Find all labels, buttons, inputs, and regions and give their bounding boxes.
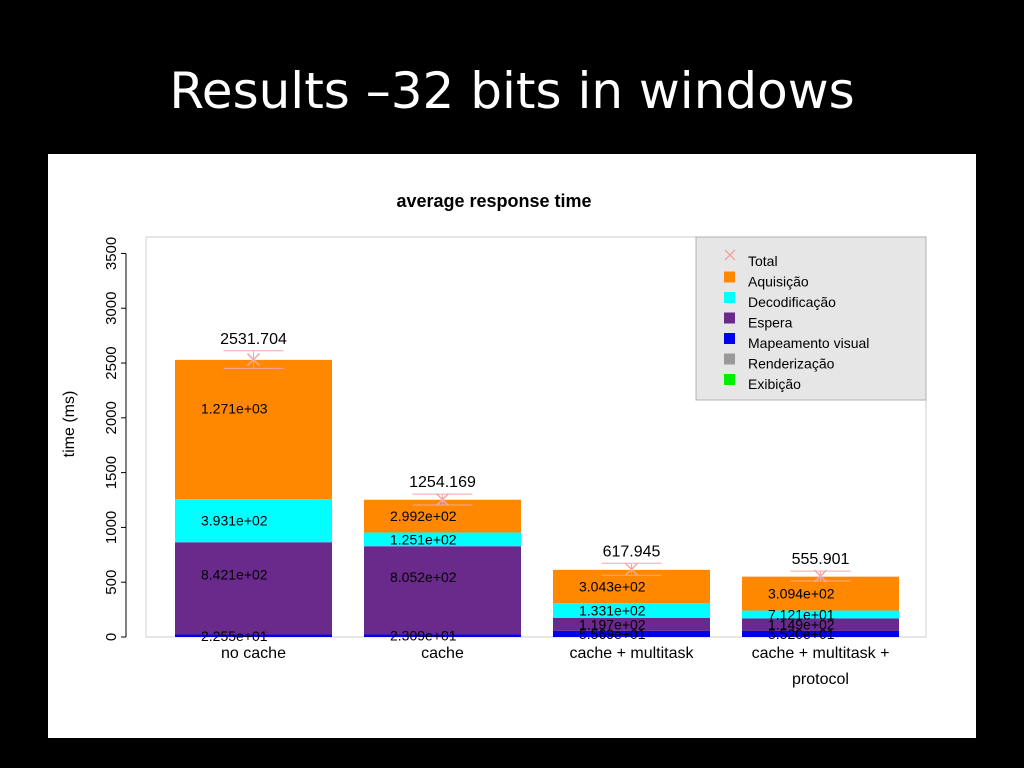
segment-label: 5.520e+01 [768,626,835,642]
legend-label: Exibição [748,376,801,392]
segment-label: 1.251e+02 [390,531,457,547]
bar-segment [175,542,332,635]
bar-segment [742,630,899,637]
legend-label: Decodificação [748,294,836,310]
y-tick-label: 2000 [103,401,120,434]
legend-label: Total [748,253,778,269]
chart-panel: average response time time (ms) 0 500 1000… [48,154,976,738]
segment-label: 1.331e+02 [579,602,646,618]
segment-label: 2.309e+01 [390,628,457,644]
legend-total-marker [724,249,736,261]
total-marker [435,493,450,507]
y-tick-label: 1000 [103,511,120,544]
total-label: 2531.704 [220,331,287,348]
total-markers: 2531.704 1254.169 617.945 555.901 [220,331,851,583]
bar-segment [553,617,710,631]
total-marker [246,353,261,367]
bar-segment [364,634,521,637]
segment-label: 3.043e+02 [579,579,646,595]
legend-label: Espera [748,315,793,331]
y-tick-label: 500 [103,570,120,595]
stacked-bar-chart: average response time time (ms) 0 500 1000… [61,191,927,688]
y-tick-label: 3000 [103,292,120,325]
total-label: 1254.169 [409,474,476,491]
legend-swatch [724,333,735,344]
legend: Total Aquisição Decodificação Espera Mapeame… [695,236,927,401]
legend-swatch [724,292,735,303]
total-marker [813,569,828,583]
segment-label: 1.271e+03 [201,401,268,417]
total-label: 617.945 [603,543,661,560]
segment-label: 3.094e+02 [768,586,835,602]
legend-label: Renderização [748,356,835,372]
legend-swatch [724,312,735,324]
y-tick-label: 1500 [103,456,120,489]
bar-segment [364,532,521,547]
y-axis: 0 500 1000 1500 2000 2500 3000 3500 [103,237,127,641]
legend-label: Aquisição [748,274,809,290]
y-axis-label: time (ms) [61,391,78,458]
segment-label: 8.421e+02 [201,567,268,583]
bar-segment [742,618,899,631]
bars [175,359,899,637]
bar-segment [175,634,332,637]
bar-segment [553,603,710,618]
y-tick-label: 0 [103,633,120,641]
bar-segment [742,610,899,619]
x-tick-label: protocol [792,671,849,688]
total-marker [624,562,639,576]
segment-label: 1.149e+02 [768,617,835,633]
segment-label: 2.992e+02 [390,508,457,524]
segment-label: 8.052e+02 [390,569,457,585]
bar-segment [175,499,332,543]
x-tick-label: cache + multitask + [752,645,890,662]
y-tick-label: 3500 [103,237,120,270]
x-axis-labels: no cache cache cache + multitask cache + mu… [221,645,889,688]
plot-frame [145,236,927,638]
segment-label: 1.197e+02 [579,616,646,632]
segment-label: 7.121e+01 [768,606,835,622]
x-tick-label: cache [421,645,464,662]
legend-swatch [724,271,735,283]
bar-segment [364,546,521,635]
legend-swatch [724,353,735,365]
x-tick-label: cache + multitask [569,645,694,662]
segment-label: 2.255e+01 [201,628,268,644]
bar-segment [742,576,899,611]
segment-label: 5.569e+01 [579,626,646,642]
legend-swatch [724,374,735,385]
bar-segment [553,630,710,637]
y-tick-label: 2500 [103,346,120,379]
total-label: 555.901 [792,551,850,568]
bar-segment [175,359,332,500]
legend-label: Mapeamento visual [748,335,869,351]
segment-label: 3.931e+02 [201,513,268,529]
segment-labels: 2.255e+01 8.421e+02 3.931e+02 1.271e+03 2.30… [201,401,835,644]
slide-title: Results –32 bits in windows [169,62,855,120]
x-tick-label: no cache [221,645,286,662]
chart-title: average response time [396,191,591,211]
